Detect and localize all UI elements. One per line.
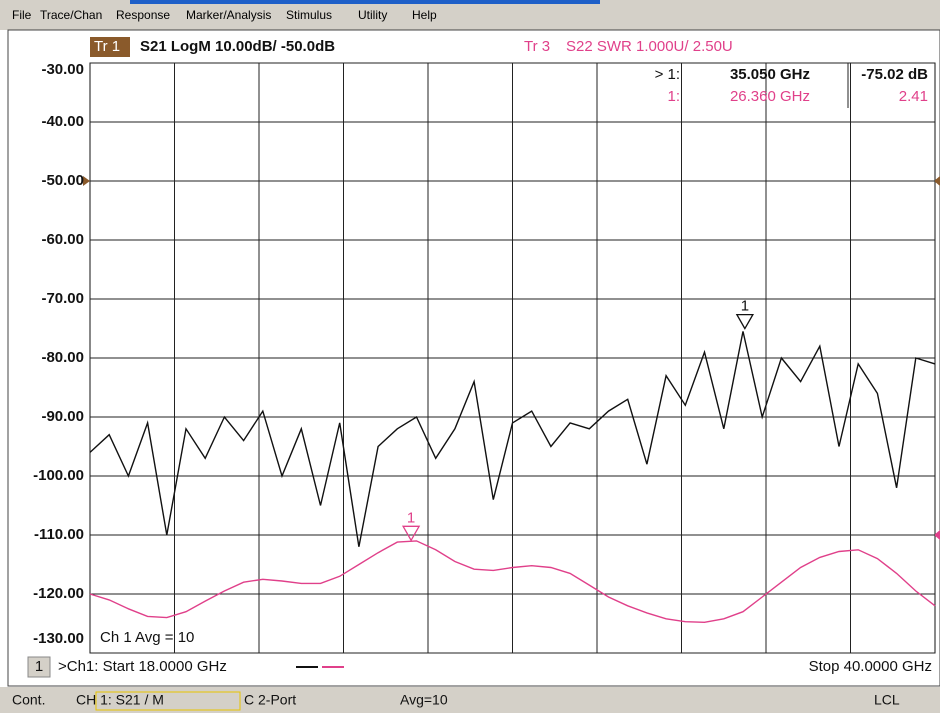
y-tick-label: -120.00	[33, 585, 84, 602]
status-item: Cont.	[12, 692, 45, 708]
channel-box	[27, 656, 51, 678]
menu-item[interactable]: Help	[412, 8, 437, 22]
trace-id: Tr 3	[524, 38, 550, 55]
status-item: C 2-Port	[244, 692, 296, 708]
marker-readout-value: 2.41	[899, 88, 928, 105]
menu-item[interactable]: Response	[116, 8, 170, 22]
start-label: >Ch1: Start 18.0000 GHz	[58, 658, 227, 675]
y-tick-label: -50.00	[41, 172, 84, 189]
y-tick-label: -90.00	[41, 408, 84, 425]
marker	[735, 313, 754, 330]
traces	[89, 331, 936, 624]
marker-readout-x: 26.360 GHz	[730, 88, 810, 105]
ref-marker	[934, 530, 940, 540]
trace-line	[89, 331, 936, 547]
y-tick-label: -70.00	[41, 290, 84, 307]
average-label: Ch 1 Avg = 10	[100, 629, 194, 646]
y-tick-label: -110.00	[34, 526, 84, 543]
ref-marker	[83, 176, 90, 186]
marker	[401, 525, 421, 542]
y-tick-label: -80.00	[41, 349, 84, 366]
trace-id: Tr 1	[94, 38, 120, 55]
menu-bar	[0, 0, 940, 30]
menu-item[interactable]: File	[12, 8, 32, 22]
marker-readout-prefix: 1:	[667, 88, 680, 105]
title-strip	[130, 0, 600, 4]
stop-label: Stop 40.0000 GHz	[809, 658, 932, 675]
marker-label: 1	[407, 509, 415, 526]
marker-label: 1	[741, 298, 749, 315]
status-bar	[0, 687, 940, 713]
y-tick-label: -60.00	[41, 231, 84, 248]
y-tick-label: -30.00	[41, 61, 84, 78]
y-tick-label: -40.00	[41, 113, 84, 130]
trace-header: S22 SWR 1.000U/ 2.50U	[566, 38, 733, 55]
menu-item[interactable]: Trace/Chan	[40, 8, 102, 22]
status-item: LCL	[874, 692, 900, 708]
menu-item[interactable]: Marker/Analysis	[186, 8, 271, 22]
y-tick-label: -100.00	[33, 467, 84, 484]
trace-header: S21 LogM 10.00dB/ -50.0dB	[140, 38, 335, 55]
marker-readout-value: -75.02 dB	[861, 66, 928, 83]
status-item: Avg=10	[400, 692, 448, 708]
marker-readout-prefix: > 1:	[655, 66, 680, 83]
channel-number: 1	[35, 658, 43, 675]
ref-marker	[934, 176, 940, 186]
trace-box	[90, 37, 130, 57]
status-item: CH 1: S21 / M	[76, 692, 164, 708]
menu: File Trace/Chan Response Marker/Analysis Sti…	[12, 8, 437, 22]
grid	[90, 62, 935, 654]
y-tick-label: -130.00	[33, 630, 84, 647]
menu-item[interactable]: Utility	[358, 8, 387, 22]
status-highlight	[95, 691, 241, 711]
menu-item[interactable]: Stimulus	[286, 8, 332, 22]
trace-line	[89, 540, 936, 624]
marker-readout-x: 35.050 GHz	[730, 66, 810, 83]
